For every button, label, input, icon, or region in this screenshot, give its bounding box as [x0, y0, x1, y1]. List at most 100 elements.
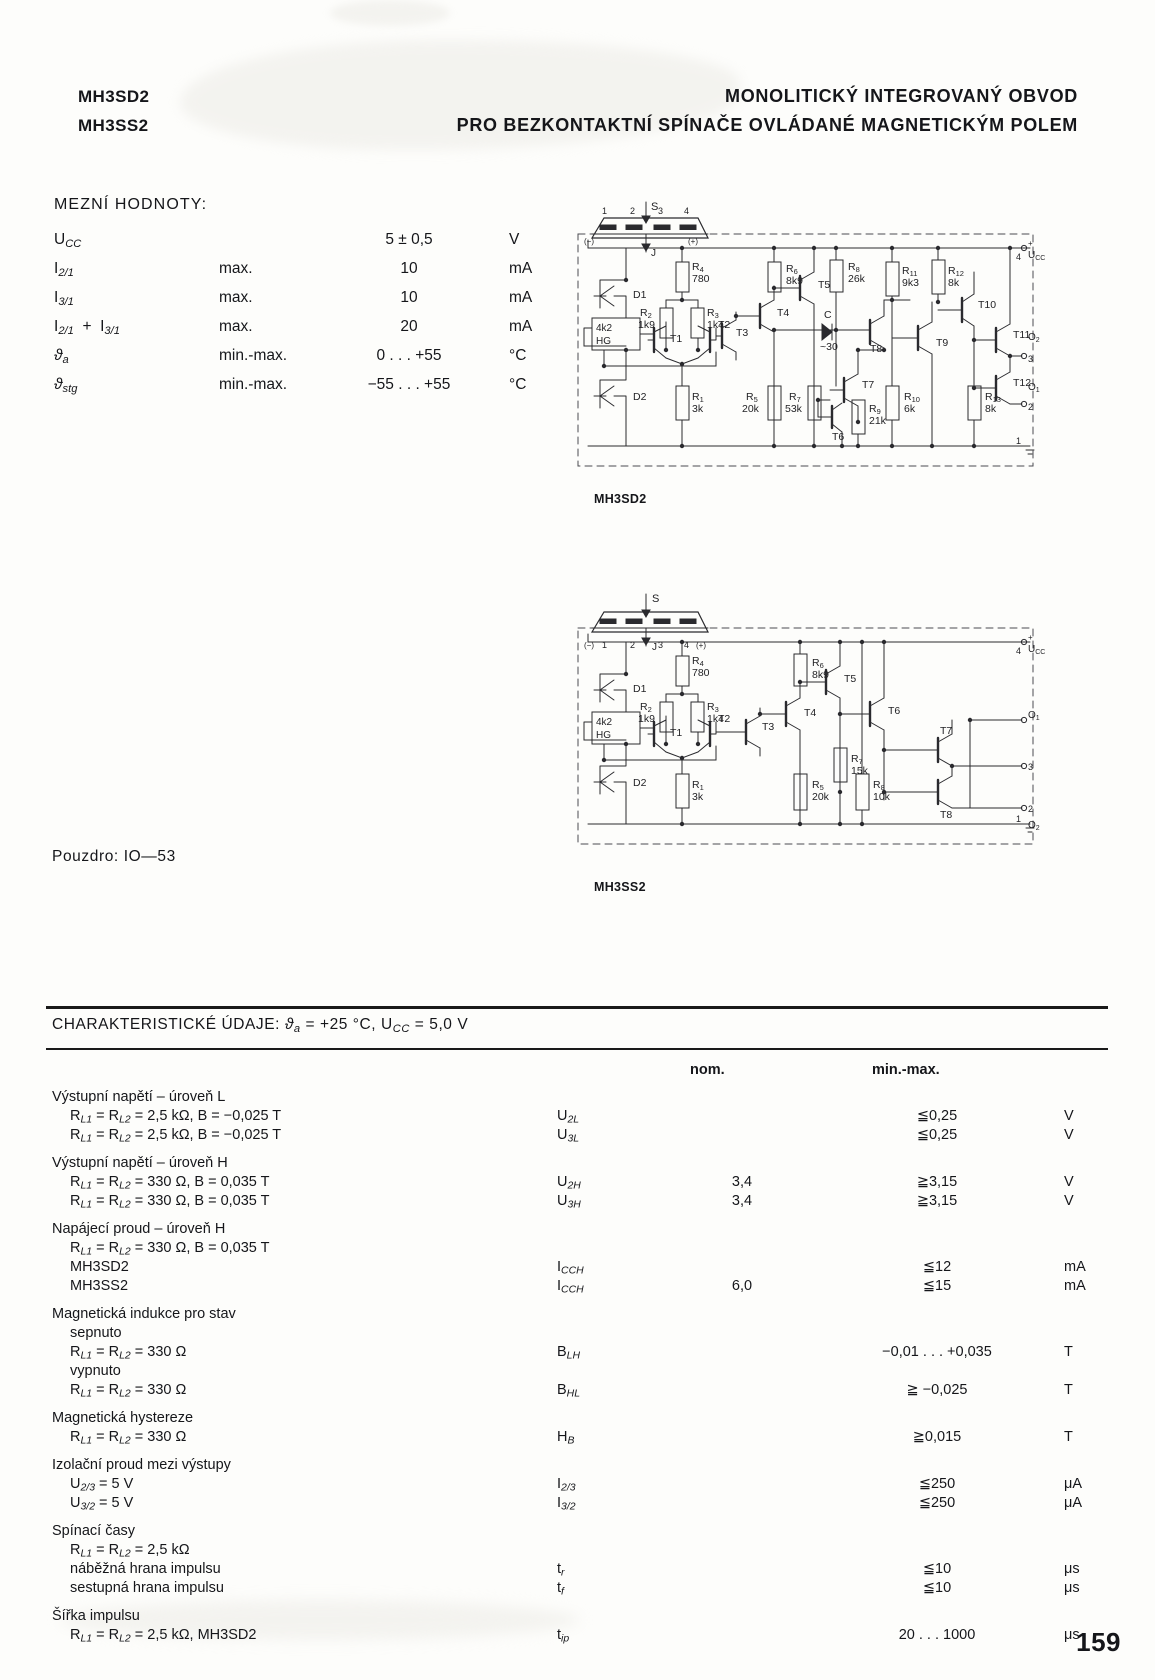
characteristic-group-heading: Výstupní napětí – úroveň L — [52, 1089, 226, 1105]
pin-right-num-3: 3 — [1028, 762, 1033, 772]
characteristic-nom-value: 3,4 — [731, 1193, 753, 1209]
characteristic-group: Spínací časy RL1 = RL2 = 2,5 kΩ náběžná hr… — [52, 1522, 1108, 1598]
page-title-line-1: MONOLITICKÝ INTEGROVANÝ OBVOD — [725, 86, 1078, 106]
resistor-r6-value: 8k9 — [812, 669, 829, 681]
limit-unit: °C — [509, 376, 527, 393]
junction-label-j: J — [652, 642, 657, 653]
resistor-r9: R9 — [869, 403, 881, 416]
characteristic-symbol: HB — [557, 1429, 575, 1447]
limit-row: UCC 5 ± 0,5 V — [54, 231, 574, 260]
resistor-r8-value: 10k — [873, 791, 891, 803]
characteristics-title: CHARAKTERISTICKÉ ÚDAJE: ϑa = +25 °C, UCC… — [52, 1016, 469, 1035]
characteristic-condition: sestupná hrana impulsu — [70, 1580, 224, 1596]
characteristic-unit: μA — [1064, 1495, 1083, 1511]
hall-value: 4k2 — [596, 323, 613, 334]
characteristic-group: Magnetická hystereze RL1 = RL2 = 330 Ω HB ≧… — [52, 1409, 1108, 1447]
characteristic-group: Výstupní napětí – úroveň L RL1 = RL2 = 2,… — [52, 1088, 1108, 1145]
transistor-t8: T8 — [870, 343, 882, 355]
resistor-r5: R5 — [746, 391, 758, 404]
characteristic-row: RL1 = RL2 = 2,5 kΩ, B = −0,025 T U3L ≦0,25… — [52, 1126, 1108, 1145]
characteristic-condition: RL1 = RL2 = 330 Ω, B = 0,035 T — [70, 1193, 270, 1211]
resistor-r10: R10 — [904, 391, 920, 404]
limit-values-section: MEZNÍ HODNOTY: UCC 5 ± 0,5 V I2/1 max. 1… — [54, 196, 574, 405]
limit-unit: mA — [509, 260, 533, 277]
characteristic-row: RL1 = RL2 = 2,5 kΩ, B = −0,025 T U2L ≦0,25… — [52, 1107, 1108, 1126]
resistor-r4: R4 — [692, 655, 704, 668]
characteristic-group: Šířka impulsu RL1 = RL2 = 2,5 kΩ, MH3SD2 t… — [52, 1607, 1108, 1645]
characteristic-condition: RL1 = RL2 = 330 Ω, B = 0,035 T — [70, 1174, 270, 1192]
resistor-r4: R4 — [692, 261, 704, 274]
characteristic-minmax-value: ≦250 — [918, 1495, 956, 1511]
characteristic-condition: RL1 = RL2 = 330 Ω, B = 0,035 T — [70, 1240, 270, 1258]
characteristic-row: U2/3 = 5 V I2/3 ≦250 μA — [52, 1475, 1108, 1494]
hall-label: HG — [596, 730, 611, 741]
characteristic-group-heading: Šířka impulsu — [52, 1608, 140, 1624]
characteristic-symbol: tip — [557, 1627, 570, 1645]
characteristic-row: RL1 = RL2 = 330 Ω, B = 0,035 T U2H 3,4 ≧3,1… — [52, 1173, 1108, 1192]
resistor-r2-value: 1k9 — [638, 319, 655, 331]
limit-qualifier: min.-max. — [219, 376, 288, 393]
resistor-r11-value: 9k3 — [902, 277, 919, 289]
pin-right-num-4: 4 — [1016, 646, 1021, 656]
characteristic-condition: vypnuto — [70, 1363, 121, 1379]
characteristic-symbol: I3/2 — [557, 1495, 576, 1513]
pin-right-name-o1: O1 — [1028, 710, 1040, 722]
transistor-t11: T11 — [1013, 329, 1030, 341]
characteristic-row: MH3SD2 ICCH ≦12 mA — [52, 1258, 1108, 1277]
pin-right-name-ucc: UCC — [1028, 250, 1045, 262]
device-type-codes: MH3SD2 MH3SS2 — [78, 82, 149, 140]
characteristic-unit: V — [1064, 1174, 1074, 1190]
limit-qualifier: max. — [219, 289, 253, 306]
diode-label-d1: D1 — [633, 289, 647, 301]
pin-right-num-2: 2 — [1028, 804, 1033, 814]
characteristic-group-heading: Magnetická hystereze — [52, 1410, 194, 1426]
limit-qualifier: max. — [219, 318, 253, 335]
pin-labels-right: 4 UCC + O1 3 2 O2 1 — [1016, 633, 1045, 832]
pin-right-plus: + — [1028, 239, 1033, 248]
limit-qualifier: max. — [219, 260, 253, 277]
page-title: MONOLITICKÝ INTEGROVANÝ OBVOD PRO BEZKON… — [457, 82, 1078, 140]
pin-right-plus: + — [1028, 633, 1033, 642]
characteristic-minmax-value: ≧0,015 — [912, 1429, 962, 1445]
package-label: Pouzdro: IO—53 — [52, 848, 176, 865]
characteristic-symbol: ICCH — [557, 1259, 584, 1277]
resistor-r6: R6 — [786, 263, 798, 276]
transistor-t4: T4 — [804, 707, 816, 719]
transistor-t9: T9 — [936, 337, 948, 349]
resistor-r11: R11 — [902, 265, 917, 278]
characteristic-nom-value: 3,4 — [731, 1174, 753, 1190]
transistor-t5: T5 — [818, 279, 830, 291]
resistor-r1: R1 — [692, 779, 704, 792]
characteristic-symbol: U3H — [557, 1193, 581, 1211]
characteristic-symbol: tf — [557, 1580, 564, 1598]
resistor-r2: R2 — [640, 307, 652, 320]
characteristic-group: Izolační proud mezi výstupy U2/3 = 5 V I2/… — [52, 1456, 1108, 1513]
polarity-minus: (−) — [584, 641, 594, 650]
resistor-r7: R7 — [851, 753, 863, 766]
limit-row: I3/1 max. 10 mA — [54, 289, 574, 318]
pin-right-name-o1: O1 — [1028, 382, 1040, 394]
characteristic-symbol: BHL — [557, 1382, 581, 1400]
pin-number-3: 3 — [658, 206, 663, 216]
characteristic-minmax-value: ≦250 — [918, 1476, 956, 1492]
resistor-r12: R12 — [948, 265, 964, 278]
characteristic-symbol: tr — [557, 1561, 565, 1579]
transistor-t7: T7 — [940, 725, 952, 737]
transistor-t6: T6 — [888, 705, 900, 717]
limit-value: 10 — [400, 289, 418, 306]
hall-value: 4k2 — [596, 717, 613, 728]
characteristic-group: Napájecí proud – úroveň H RL1 = RL2 = 330… — [52, 1220, 1108, 1296]
schematic-mh3sd2: 1 2 3 4 (−) (+) S J D1 D2 4k2 HG R4 780 … — [570, 200, 1045, 480]
pin-labels-right: 4 UCC + O2 3 O1 2 1 — [1016, 239, 1045, 446]
characteristic-condition: U3/2 = 5 V — [70, 1495, 134, 1513]
resistor-r13: R13 — [985, 391, 1001, 404]
characteristic-minmax-value: ≦12 — [922, 1259, 952, 1275]
characteristic-row: RL1 = RL2 = 330 Ω HB ≧0,015 T — [52, 1428, 1108, 1447]
limit-row: ϑstg min.-max. −55 . . . +55 °C — [54, 376, 574, 405]
transistor-t10: T10 — [978, 299, 996, 311]
resistor-r8-value: 26k — [848, 273, 866, 285]
characteristic-row: RL1 = RL2 = 330 Ω BHL ≧ −0,025 T — [52, 1381, 1108, 1400]
column-header-nom: nom. — [690, 1062, 725, 1078]
characteristic-condition: RL1 = RL2 = 2,5 kΩ, MH3SD2 — [70, 1627, 257, 1645]
diode-label-d2: D2 — [633, 777, 647, 789]
